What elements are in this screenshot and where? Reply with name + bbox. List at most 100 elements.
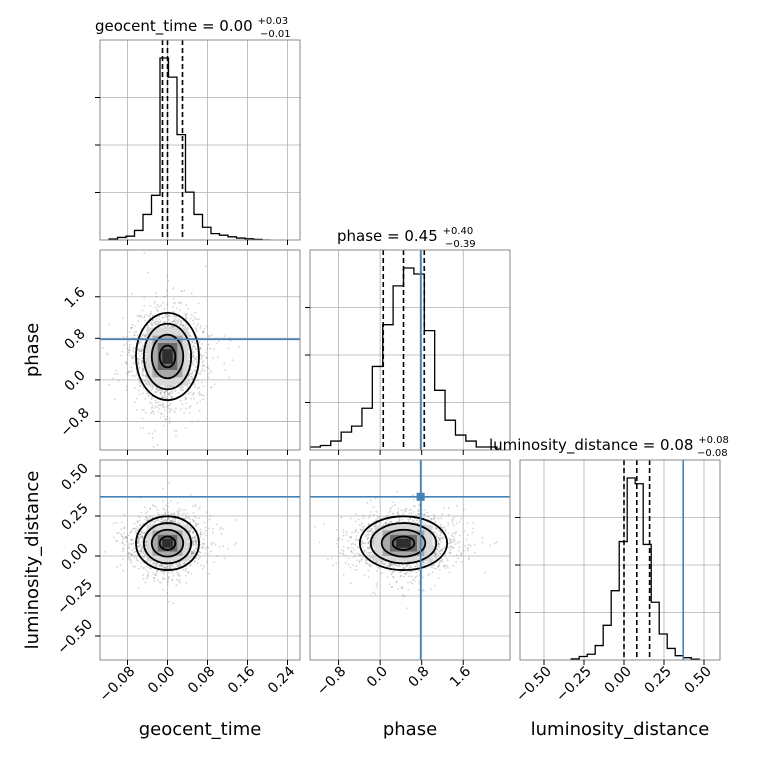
scatter-point (121, 521, 123, 523)
scatter-point (162, 577, 164, 579)
scatter-point (171, 385, 173, 387)
scatter-point (185, 325, 187, 327)
scatter-point (171, 565, 173, 567)
scatter-point (200, 325, 202, 327)
scatter-point (167, 405, 169, 407)
scatter-point (180, 320, 182, 322)
scatter-point (234, 543, 236, 545)
scatter-point (193, 520, 195, 522)
scatter-point (156, 572, 158, 574)
scatter-point (203, 543, 205, 545)
scatter-point (160, 582, 162, 584)
panel-background-phase (310, 250, 510, 450)
scatter-point (171, 396, 173, 398)
scatter-point (139, 540, 141, 542)
scatter-point (156, 570, 158, 572)
scatter-point (188, 393, 190, 395)
scatter-point (136, 557, 138, 559)
scatter-point (169, 565, 171, 567)
scatter-point (352, 543, 354, 545)
scatter-point (146, 314, 148, 316)
scatter-point (128, 352, 130, 354)
scatter-point (154, 301, 156, 303)
scatter-point (175, 316, 177, 318)
scatter-point (135, 331, 137, 333)
scatter-point (178, 392, 180, 394)
scatter-point (167, 503, 169, 505)
scatter-point (467, 523, 469, 525)
scatter-point (192, 519, 194, 521)
scatter-point (436, 533, 438, 535)
scatter-point (198, 517, 200, 519)
scatter-point (131, 539, 133, 541)
scatter-point (192, 320, 194, 322)
scatter-point (336, 543, 338, 545)
scatter-point (138, 381, 140, 383)
scatter-point (161, 518, 163, 520)
scatter-point (209, 518, 211, 520)
scatter-point (355, 555, 357, 557)
scatter-point (430, 588, 432, 590)
scatter-point (191, 314, 193, 316)
scatter-point (408, 589, 410, 591)
scatter-point (193, 316, 195, 318)
scatter-point (122, 559, 124, 561)
scatter-point (156, 309, 158, 311)
scatter-point (163, 392, 165, 394)
scatter-point (189, 383, 191, 385)
scatter-point (115, 522, 117, 524)
scatter-point (198, 303, 200, 305)
scatter-point (184, 509, 186, 511)
scatter-point (190, 336, 192, 338)
scatter-point (147, 272, 149, 274)
scatter-point (199, 347, 201, 349)
scatter-point (142, 536, 144, 538)
scatter-point (413, 499, 415, 501)
scatter-point (193, 397, 195, 399)
scatter-point (219, 529, 221, 531)
scatter-point (155, 574, 157, 576)
scatter-point (149, 562, 151, 564)
scatter-point (131, 529, 133, 531)
scatter-point (418, 589, 420, 591)
scatter-point (199, 557, 201, 559)
scatter-point (219, 546, 221, 548)
scatter-point (190, 398, 192, 400)
scatter-point (196, 402, 198, 404)
scatter-point (158, 321, 160, 323)
scatter-point (96, 417, 98, 419)
scatter-point (203, 328, 205, 330)
scatter-point (157, 406, 159, 408)
scatter-point (180, 409, 182, 411)
scatter-point (190, 564, 192, 566)
scatter-point (159, 581, 161, 583)
scatter-point (139, 553, 141, 555)
scatter-point (206, 546, 208, 548)
scatter-point (456, 522, 458, 524)
scatter-point (194, 550, 196, 552)
scatter-point (152, 523, 154, 525)
scatter-point (429, 573, 431, 575)
scatter-point (210, 348, 212, 350)
scatter-point (151, 407, 153, 409)
scatter-point (144, 305, 146, 307)
scatter-point (153, 407, 155, 409)
scatter-point (152, 504, 154, 506)
scatter-point (166, 406, 168, 408)
scatter-point (128, 534, 130, 536)
scatter-point (203, 370, 205, 372)
scatter-point (437, 555, 439, 557)
scatter-point (184, 517, 186, 519)
scatter-point (202, 368, 204, 370)
scatter-point (155, 387, 157, 389)
scatter-point (193, 393, 195, 395)
scatter-point (337, 546, 339, 548)
scatter-point (389, 583, 391, 585)
scatter-point (457, 542, 459, 544)
scatter-point (168, 407, 170, 409)
scatter-point (137, 540, 139, 542)
scatter-point (130, 554, 132, 556)
scatter-point (180, 290, 182, 292)
scatter-point (158, 520, 160, 522)
scatter-point (151, 322, 153, 324)
